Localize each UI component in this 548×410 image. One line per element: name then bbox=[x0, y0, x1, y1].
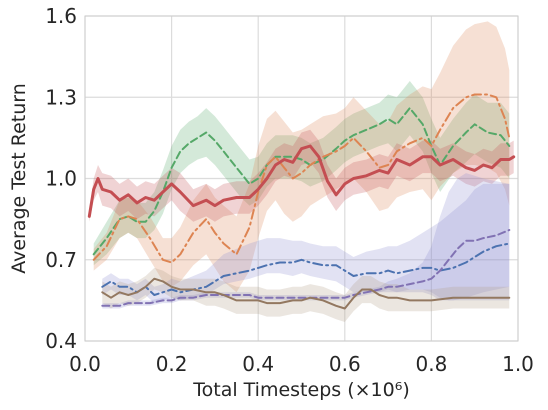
x-tick-label: 0.4 bbox=[242, 352, 274, 376]
confidence-band-2 bbox=[93, 21, 510, 293]
confidence-band-1 bbox=[93, 81, 510, 266]
y-tick-label: 0.4 bbox=[45, 329, 77, 353]
x-axis-label: Total Timesteps (×10⁶) bbox=[192, 379, 410, 401]
series-line-5 bbox=[101, 229, 511, 307]
series-lines bbox=[87, 93, 516, 310]
confidence-band-6 bbox=[102, 267, 510, 322]
y-tick-label: 0.7 bbox=[45, 248, 77, 272]
x-tick-label: 0.6 bbox=[329, 352, 361, 376]
plot-frame bbox=[84, 15, 519, 342]
confidence-bands bbox=[89, 21, 514, 322]
x-tick-label: 0.2 bbox=[156, 352, 188, 376]
y-tick-label: 1.0 bbox=[45, 167, 77, 191]
x-tick-label: 0.8 bbox=[415, 352, 447, 376]
y-tick-labels: 0.4 0.7 1.0 1.3 1.6 bbox=[45, 4, 77, 353]
y-axis-label: Average Test Return bbox=[8, 83, 30, 274]
series-line-2 bbox=[92, 93, 511, 264]
series-line-6 bbox=[101, 277, 511, 310]
x-tick-label: 1.0 bbox=[502, 352, 534, 376]
confidence-band-3 bbox=[89, 129, 514, 222]
series-line-3 bbox=[87, 144, 516, 218]
y-tick-label: 1.6 bbox=[45, 4, 77, 28]
x-tick-label: 0.0 bbox=[69, 352, 101, 376]
x-tick-labels: 0.0 0.2 0.4 0.6 0.8 1.0 bbox=[69, 352, 534, 376]
y-tick-label: 1.3 bbox=[45, 85, 77, 109]
series-line-4 bbox=[101, 242, 511, 296]
confidence-band-5 bbox=[102, 173, 510, 309]
confidence-band-4 bbox=[102, 183, 510, 304]
